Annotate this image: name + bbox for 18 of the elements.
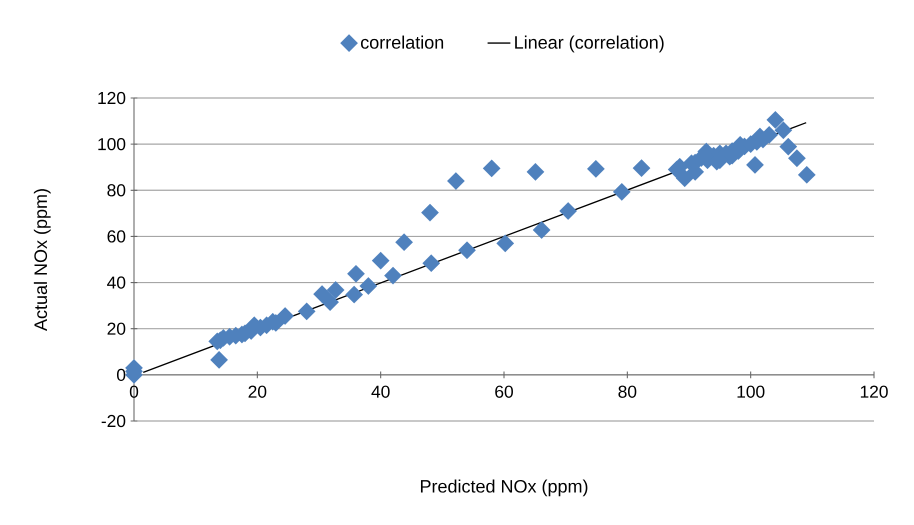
x-tick-label: 80: [618, 386, 636, 398]
x-tick-label: 60: [495, 386, 513, 398]
legend-label: correlation: [360, 36, 444, 49]
x-tick-label: 40: [371, 386, 390, 398]
x-tick-label: 120: [860, 386, 888, 398]
y-tick-label: 80: [107, 184, 126, 196]
y-tick-label: 0: [116, 368, 126, 381]
x-axis-title: Predicted NOx (ppm): [420, 479, 588, 496]
y-axis-title: Actual NOx (ppm): [34, 189, 51, 331]
y-tick-label: 100: [98, 138, 126, 150]
y-tick-label: 20: [108, 322, 126, 335]
y-tick-label: -20: [102, 414, 126, 428]
x-tick-label: 100: [738, 386, 764, 398]
y-tick-label: 120: [98, 92, 126, 104]
y-tick-label: 60: [108, 230, 126, 243]
y-tick-label: 40: [107, 276, 126, 289]
x-tick-label: 20: [248, 386, 266, 398]
legend-label: Linear (correlation): [515, 36, 664, 52]
